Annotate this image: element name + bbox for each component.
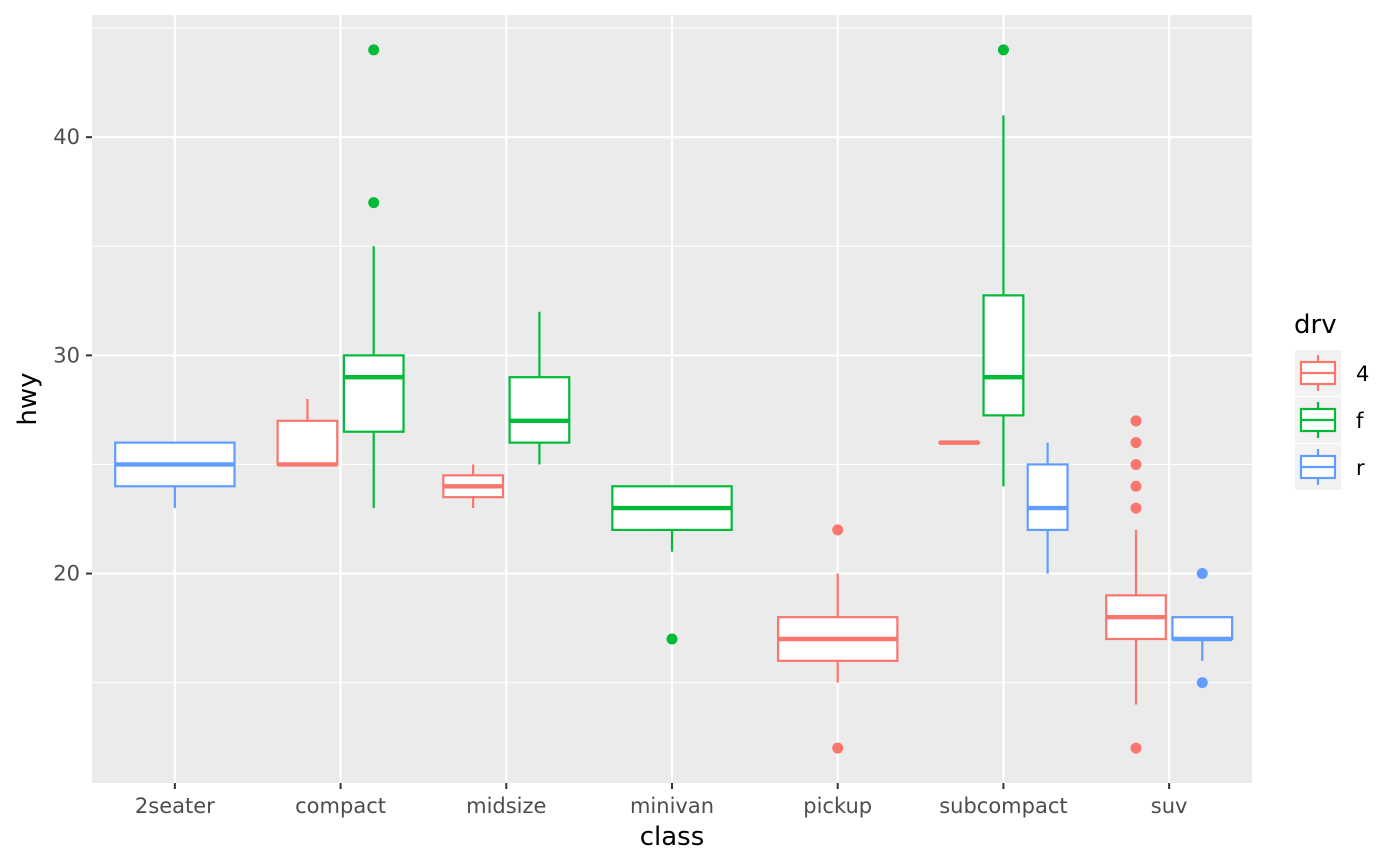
box-iqr bbox=[1171, 616, 1234, 641]
box-compact-f bbox=[342, 44, 405, 509]
outlier-point bbox=[368, 197, 380, 209]
legend-label: 4 bbox=[1356, 362, 1369, 386]
box-subcompact-r bbox=[1026, 442, 1069, 574]
x-tick-label: minivan bbox=[630, 794, 714, 818]
legend: drv 4 fr bbox=[1294, 310, 1369, 490]
x-tick-label: compact bbox=[295, 794, 386, 818]
outlier-point bbox=[666, 633, 678, 645]
outlier-point bbox=[1130, 480, 1142, 492]
outlier-point bbox=[368, 44, 380, 56]
box-minivan-f bbox=[611, 485, 733, 645]
major-gridlines bbox=[92, 15, 1252, 783]
y-tick-label: 40 bbox=[53, 125, 80, 149]
box-iqr bbox=[276, 419, 339, 466]
y-axis: 20 30 40 bbox=[53, 125, 92, 586]
x-tick-label: pickup bbox=[803, 794, 872, 818]
box-iqr bbox=[508, 376, 571, 444]
box-iqr bbox=[1026, 463, 1069, 532]
outlier-point bbox=[1130, 502, 1142, 514]
legend-label: r bbox=[1356, 456, 1365, 480]
box-midsize-4 bbox=[442, 464, 505, 509]
box-pickup-4 bbox=[776, 524, 899, 754]
outlier-point bbox=[832, 524, 844, 536]
legend-label: f bbox=[1356, 409, 1364, 433]
box-iqr bbox=[342, 354, 405, 433]
box-midsize-f bbox=[508, 311, 571, 465]
outlier-point bbox=[1130, 415, 1142, 427]
y-tick-label: 20 bbox=[53, 562, 80, 586]
y-tick-label: 30 bbox=[53, 343, 80, 367]
outlier-point bbox=[1130, 458, 1142, 470]
box-subcompact-f bbox=[982, 44, 1025, 487]
box-suv-r bbox=[1171, 568, 1234, 689]
outlier-point bbox=[997, 44, 1009, 56]
outlier-point bbox=[832, 742, 844, 754]
x-tick-label: subcompact bbox=[939, 794, 1067, 818]
x-axis-title: class bbox=[640, 822, 705, 852]
legend-title: drv bbox=[1294, 310, 1337, 340]
x-tick-label: 2seater bbox=[135, 794, 215, 818]
boxplot-series bbox=[114, 44, 1234, 754]
outlier-point bbox=[1130, 742, 1142, 754]
x-tick-label: suv bbox=[1151, 794, 1188, 818]
box-iqr bbox=[982, 294, 1025, 417]
box-suv-4 bbox=[1105, 415, 1167, 754]
y-axis-title: hwy bbox=[13, 372, 43, 425]
x-tick-label: midsize bbox=[466, 794, 546, 818]
outlier-point bbox=[1130, 437, 1142, 449]
outlier-point bbox=[1196, 568, 1208, 580]
box-2seater-r bbox=[114, 441, 236, 509]
x-axis: 2seater compact midsize minivan pickup subcom… bbox=[135, 783, 1188, 818]
box-compact-4 bbox=[276, 399, 339, 467]
outlier-point bbox=[1196, 677, 1208, 689]
